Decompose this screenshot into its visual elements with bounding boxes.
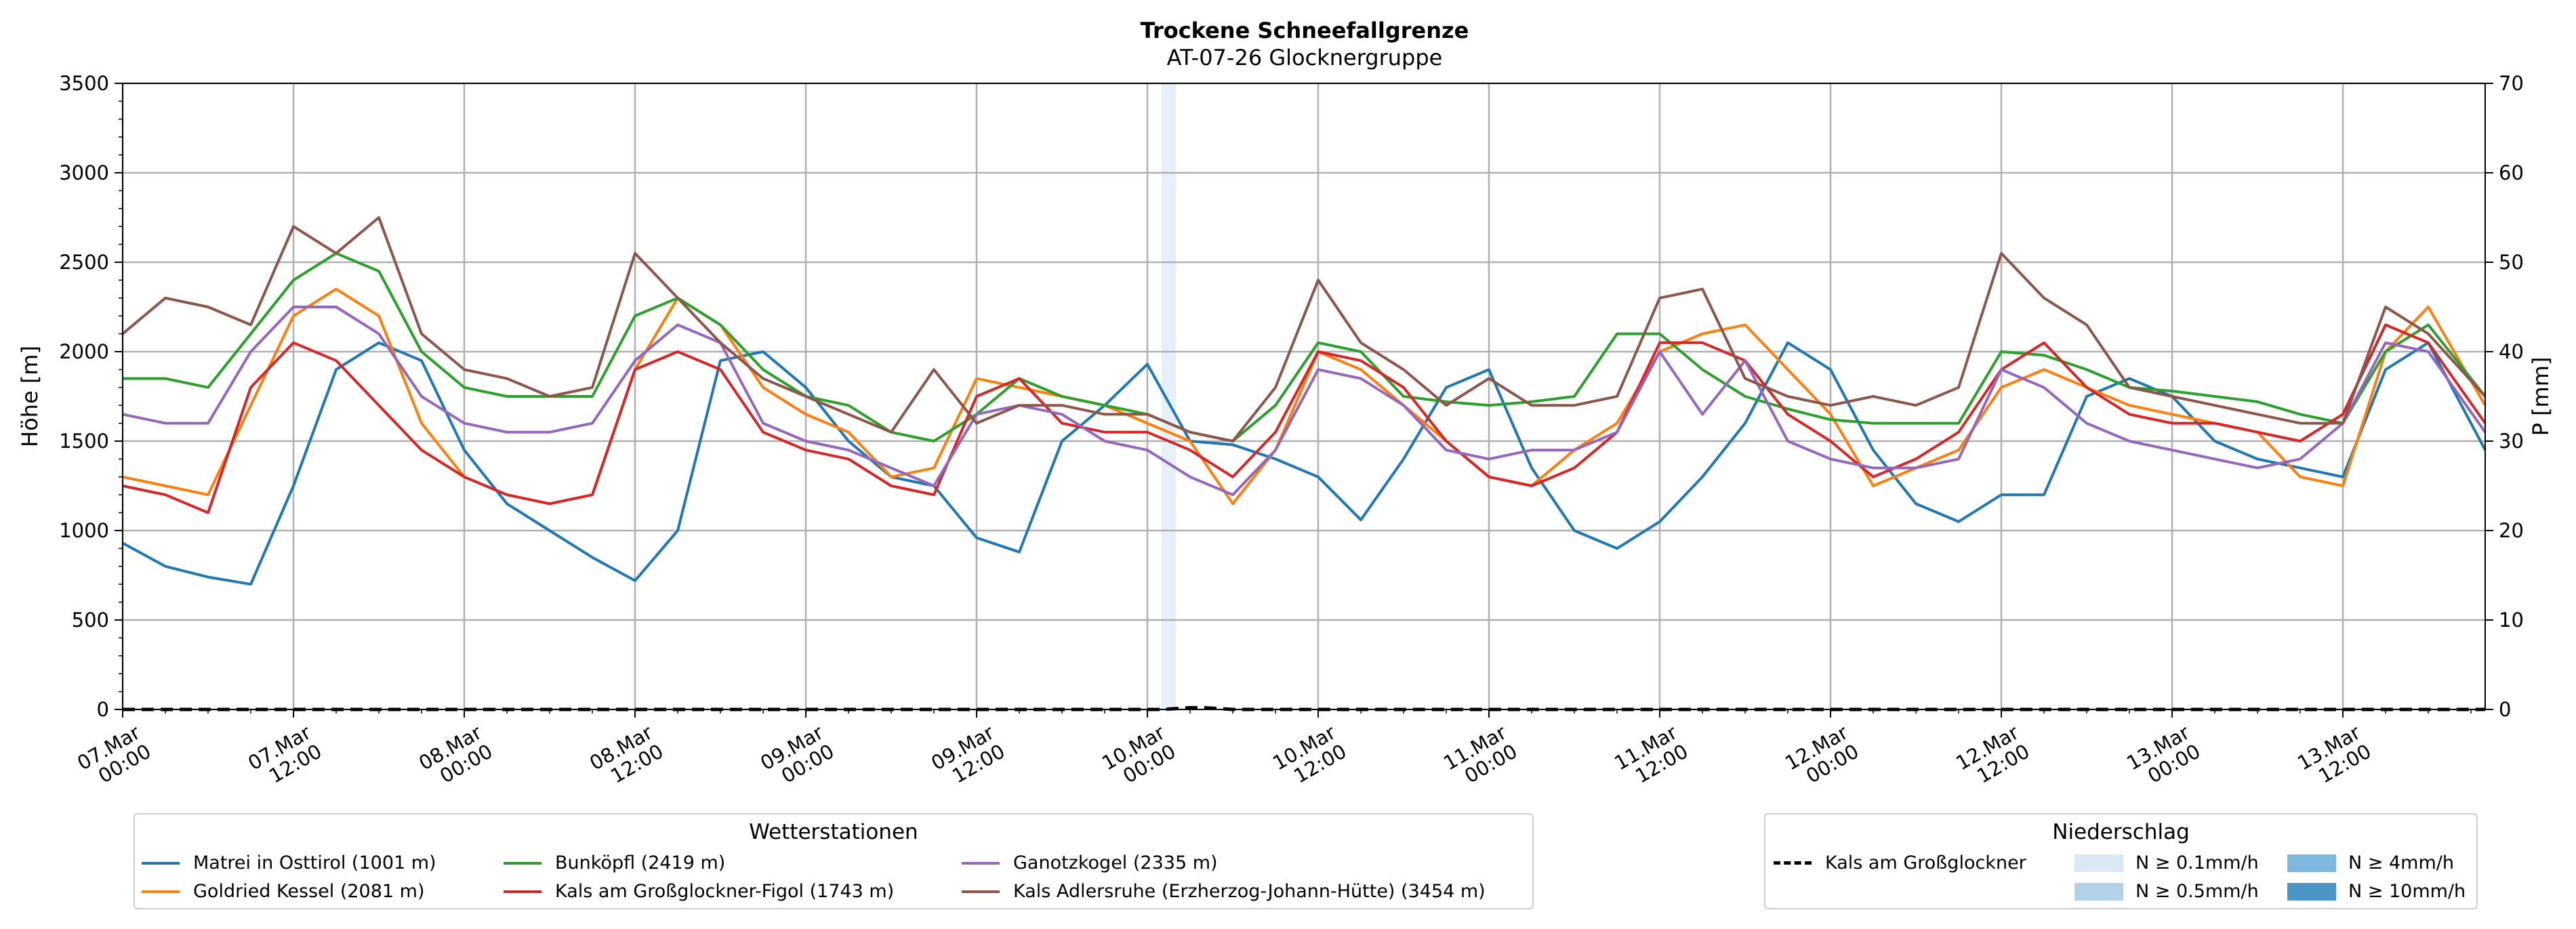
x-tick-label: 09.Mar12:00: [927, 721, 1008, 794]
x-tick-label: 11.Mar12:00: [1610, 721, 1692, 794]
precip-band-layer: [1162, 83, 1176, 709]
y-tick-label: 3500: [59, 72, 109, 95]
legend-stations-title: Wetterstationen: [749, 820, 918, 844]
y-tick-label: 500: [72, 608, 109, 632]
x-tick-label: 08.Mar00:00: [415, 721, 496, 794]
x-tick-label: 13.Mar00:00: [2123, 721, 2204, 794]
legend-item-label: Goldried Kessel (2081 m): [193, 881, 425, 902]
x-tick-label: 12.Mar00:00: [1781, 721, 1862, 794]
series-line: [122, 341, 2487, 586]
legend-item-precip-10: N ≥ 10mm/h: [2287, 881, 2466, 902]
legend-precip: Niederschlag Kals am Großglockner N ≥ 0.…: [1764, 813, 2478, 909]
legend-item-label: N ≥ 0.5mm/h: [2135, 881, 2259, 902]
series-line: [122, 323, 2487, 514]
x-tick-label: 10.Mar12:00: [1269, 721, 1350, 794]
x-tick-label: 07.Mar12:00: [244, 721, 325, 794]
x-tick-label: 13.Mar12:00: [2293, 721, 2375, 794]
y-tick-label: 2000: [59, 340, 109, 363]
legend-patch-swatch: [2287, 854, 2336, 872]
legend-item-label: Bunköpfl (2419 m): [555, 852, 726, 873]
legend-line-swatch: [962, 861, 1000, 865]
legend-item-ganotzkogel: Ganotzkogel (2335 m): [962, 852, 1218, 873]
x-tick-label: 10.Mar00:00: [1098, 721, 1179, 794]
legend-item-goldried: Goldried Kessel (2081 m): [142, 881, 424, 902]
legend-item-kals-figol: Kals am Großglockner-Figol (1743 m): [504, 881, 894, 902]
legend-precip-title: Niederschlag: [2052, 820, 2190, 844]
legend-line-swatch: [962, 890, 1000, 893]
plot-frame: [122, 83, 2486, 710]
y-tick-label-right: 60: [2499, 161, 2524, 184]
series-layer: [121, 216, 2487, 586]
x-tick-label: 08.Mar12:00: [586, 721, 667, 794]
legend-patch-swatch: [2287, 882, 2336, 901]
legend-item-label: Kals am Großglockner-Figol (1743 m): [555, 881, 895, 902]
legend-line-swatch: [142, 890, 180, 893]
series-line: [123, 251, 2487, 442]
y-tick-label: 3000: [59, 161, 109, 184]
y-axis-label-right: P [mm]: [2528, 357, 2554, 436]
x-tick-label: 11.Mar00:00: [1439, 721, 1521, 794]
legend-item-label: Ganotzkogel (2335 m): [1013, 852, 1218, 873]
y-tick-label-right: 70: [2499, 72, 2524, 95]
chart-subtitle: AT-07-26 Glocknergruppe: [1167, 45, 1443, 70]
x-tick-label: 12.Mar12:00: [1952, 721, 2033, 794]
y-tick-label: 2500: [59, 251, 109, 274]
series-line: [121, 216, 2487, 442]
y-tick-label-right: 20: [2499, 519, 2524, 542]
legend-item-precip-4: N ≥ 4mm/h: [2287, 852, 2454, 873]
x-tick-label: 09.Mar00:00: [756, 721, 838, 794]
y-tick-label-right: 10: [2499, 608, 2524, 632]
y-tick-label: 0: [97, 698, 109, 721]
legend-item-adlersruhe: Kals Adlersruhe (Erzherzog-Johann-Hütte)…: [962, 881, 1486, 902]
legend-dash-swatch: [1774, 861, 1812, 865]
legend-item-label: N ≥ 10mm/h: [2348, 881, 2466, 902]
y-tick-label: 1000: [59, 519, 109, 542]
chart-title: Trockene Schneefallgrenze: [1141, 18, 1469, 43]
legend-line-swatch: [504, 861, 541, 865]
legend-line-swatch: [142, 861, 180, 865]
y-tick-label-right: 40: [2499, 340, 2524, 363]
legend-item-precip-05: N ≥ 0.5mm/h: [2074, 881, 2259, 902]
legend-item-label: Matrei in Osttirol (1001 m): [193, 852, 436, 873]
precip-band: [1162, 83, 1176, 709]
y-axis-label: Höhe [m]: [17, 346, 43, 447]
legend-item-label: N ≥ 4mm/h: [2348, 852, 2454, 873]
y-tick-label-right: 50: [2499, 251, 2524, 274]
y-tick-label-right: 30: [2499, 430, 2524, 453]
legend-item-label: N ≥ 0.1mm/h: [2135, 852, 2259, 873]
legend-item-precip-line: Kals am Großglockner: [1774, 852, 2026, 873]
legend-item-precip-01: N ≥ 0.1mm/h: [2074, 852, 2259, 873]
legend-item-matrei: Matrei in Osttirol (1001 m): [142, 852, 436, 873]
legend-item-label: Kals am Großglockner: [1825, 852, 2026, 873]
legend-patch-swatch: [2074, 854, 2123, 872]
y-tick-label-right: 0: [2499, 698, 2511, 721]
x-tick-label: 07.Mar00:00: [73, 721, 155, 794]
y-tick-label: 1500: [59, 430, 109, 453]
legend-item-bunkoepfl: Bunköpfl (2419 m): [504, 852, 725, 873]
legend-stations: Wetterstationen Matrei in Osttirol (1001…: [134, 813, 1534, 909]
series-line: [122, 306, 2487, 497]
legend-line-swatch: [504, 890, 541, 893]
legend-item-label: Kals Adlersruhe (Erzherzog-Johann-Hütte)…: [1013, 881, 1486, 902]
legend-patch-swatch: [2074, 882, 2123, 901]
